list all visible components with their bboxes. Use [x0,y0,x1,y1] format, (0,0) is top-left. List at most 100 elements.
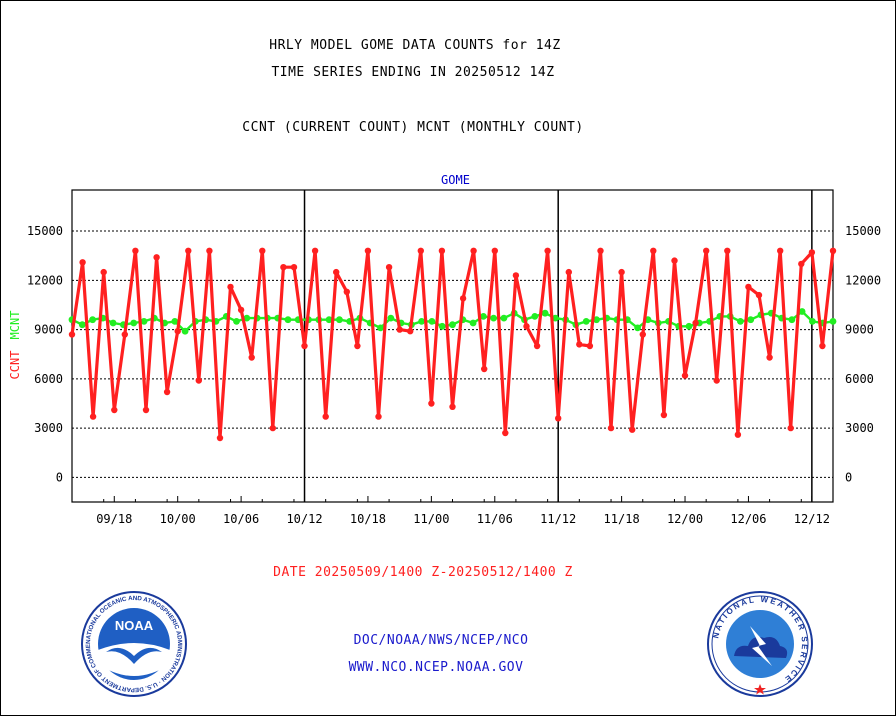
data-point-mcnt [551,314,559,322]
data-point-ccnt [533,342,541,350]
y-axis-label-ccnt: CCNT [8,351,22,380]
data-point-ccnt [354,342,361,350]
noaa-logo: NATIONAL OCEANIC AND ATMOSPHERIC ADMINIS… [80,590,187,697]
data-point-mcnt [809,318,816,325]
data-point-ccnt [385,264,393,271]
data-point-ccnt [565,268,572,276]
data-point-mcnt [428,318,436,325]
data-point-ccnt [798,260,805,268]
chart-subtitle: CCNT (CURRENT COUNT) MCNT (MONTHLY COUNT… [242,120,584,135]
data-point-mcnt [490,314,497,322]
data-point-mcnt [480,313,487,320]
data-point-mcnt [387,314,395,322]
data-point-ccnt [185,247,192,254]
x-tick-label: 12/00 [667,512,703,526]
data-point-mcnt [89,316,96,324]
data-point-ccnt [660,411,668,419]
data-point-ccnt [555,415,562,422]
data-point-mcnt [582,318,590,325]
data-point-mcnt [438,322,446,330]
data-point-mcnt [284,316,292,324]
data-point-ccnt [290,264,298,271]
data-point-ccnt [343,288,350,295]
data-point-ccnt [618,268,625,276]
data-point-ccnt [227,283,234,291]
data-point-mcnt [377,324,384,332]
plot-frame [71,189,834,503]
data-point-ccnt [544,247,551,254]
data-point-ccnt [713,377,720,384]
x-tick-label: 10/00 [160,512,196,526]
data-point-ccnt [629,426,636,433]
data-point-ccnt [523,323,530,330]
data-point-mcnt [171,318,179,325]
x-tick-label: 09/18 [96,512,132,526]
data-point-mcnt [243,314,251,322]
data-point-mcnt [541,309,549,317]
y-tick-label-left: 9000 [34,323,63,337]
data-point-ccnt [481,365,488,373]
data-point-mcnt [130,319,138,327]
data-point-ccnt [79,259,86,266]
data-point-ccnt [502,429,509,437]
data-point-ccnt [396,326,403,333]
data-point-ccnt [607,424,615,432]
data-point-mcnt [593,316,600,324]
data-point-mcnt [747,316,755,324]
y-tick-label-left: 15000 [27,224,63,238]
x-tick-label: 10/06 [223,512,259,526]
y-tick-label-right: 6000 [845,372,874,386]
data-point-ccnt [724,247,731,254]
data-point-mcnt [233,318,240,325]
data-point-ccnt [681,372,689,379]
data-point-mcnt [78,321,86,329]
data-point-ccnt [755,291,763,299]
data-point-ccnt [808,249,816,256]
data-point-ccnt [428,400,435,407]
data-point-ccnt [237,306,245,314]
data-point-mcnt [336,316,343,324]
x-tick-label: 10/12 [286,512,322,526]
date-range-label: DATE 20250509/1400 Z-20250512/1400 Z [273,565,573,580]
nws-logo: NATIONAL WEATHER SERVICE [707,591,813,697]
data-point-ccnt [280,264,287,271]
data-point-ccnt [100,268,107,276]
data-point-ccnt [766,354,773,361]
data-point-ccnt [248,354,255,361]
data-point-ccnt [576,341,583,348]
data-point-ccnt [438,247,446,254]
data-point-ccnt [449,403,456,410]
chart-title-line1: HRLY MODEL GOME DATA COUNTS for 14Z [269,38,561,53]
data-point-ccnt [829,247,837,254]
data-point-mcnt [418,318,425,325]
data-point-ccnt [121,331,128,338]
y-tick-label-left: 0 [56,470,63,484]
data-point-ccnt [597,247,604,254]
data-point-ccnt [417,247,424,254]
panel-label: GOME [441,173,470,187]
x-tick-label: 12/06 [730,512,766,526]
x-tick-label: 11/00 [413,512,449,526]
y-tick-label-right: 3000 [845,421,874,435]
data-point-ccnt [375,413,382,420]
data-point-mcnt [737,318,744,325]
data-point-ccnt [819,342,826,350]
data-point-ccnt [671,257,678,264]
data-point-ccnt [703,247,710,254]
data-point-ccnt [269,424,276,432]
noaa-logo-text: NOAA [115,618,154,633]
y-tick-label-right: 0 [845,470,852,484]
y-tick-label-left: 12000 [27,273,63,287]
data-point-ccnt [692,319,699,327]
data-point-ccnt [586,342,594,350]
data-point-ccnt [163,388,171,396]
data-point-mcnt [325,316,333,324]
data-point-mcnt [469,319,477,327]
data-point-ccnt [407,328,414,335]
data-point-mcnt [531,313,539,320]
data-point-ccnt [734,431,742,438]
data-point-ccnt [787,424,794,432]
y-axis-label-mcnt: MCNT [8,311,22,340]
data-point-mcnt [788,316,796,324]
data-point-ccnt [512,272,520,279]
